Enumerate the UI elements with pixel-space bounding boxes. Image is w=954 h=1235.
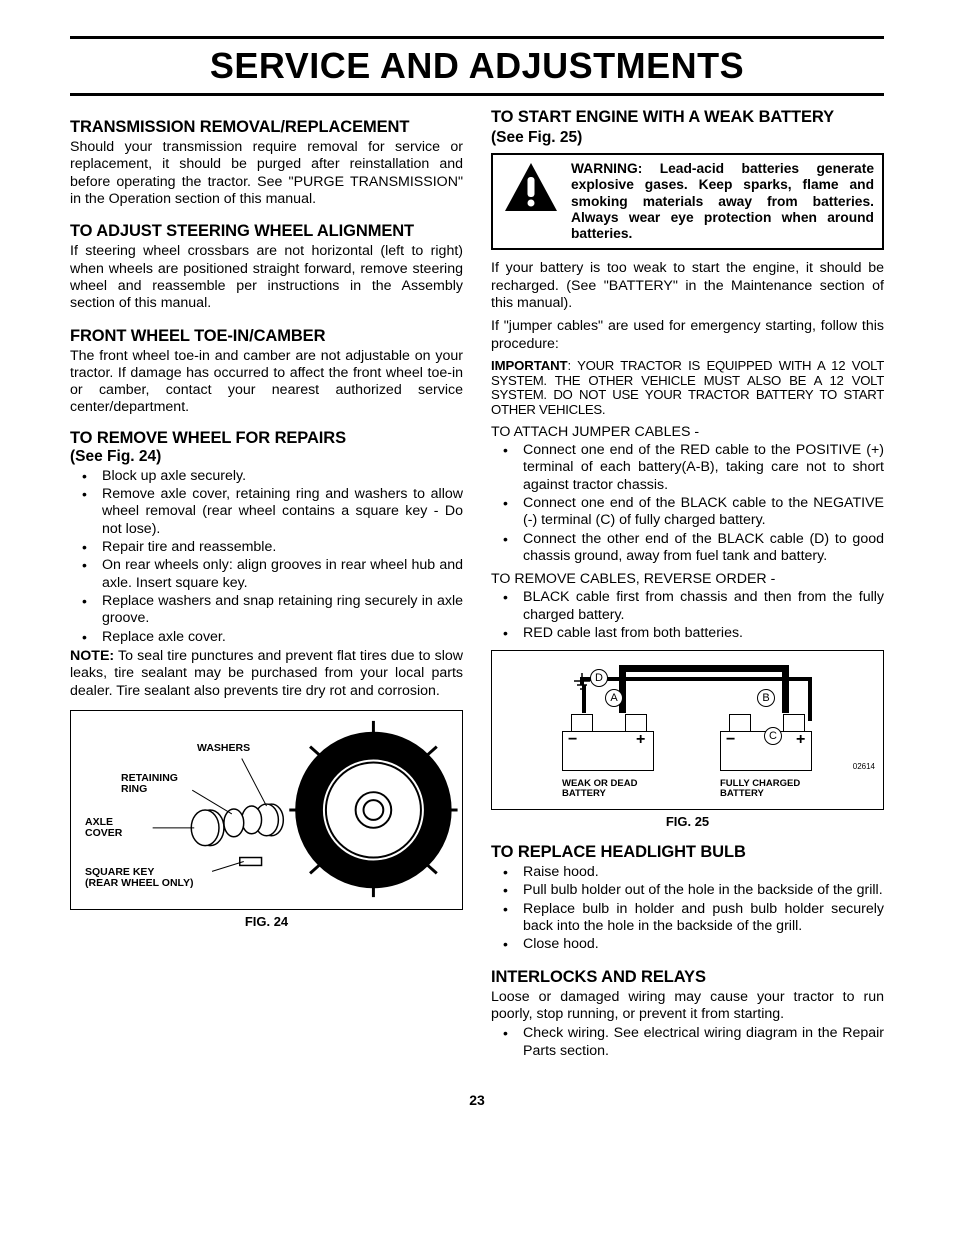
figure-25: − + − + D A B C WEAK OR DEAD BATTERY FUL… — [491, 650, 884, 810]
plus-label: + — [636, 731, 645, 749]
list-item: Connect the other end of the BLACK cable… — [491, 531, 884, 566]
fig25-partno: 02614 — [853, 763, 875, 771]
list-item: Repair tire and reassemble. — [70, 539, 463, 556]
figure-24: WASHERS RETAINING RING AXLE COVER SQUARE… — [70, 710, 463, 910]
list-item: Remove axle cover, retaining ring and wa… — [70, 486, 463, 538]
headlight-list: Raise hood. Pull bulb holder out of the … — [491, 864, 884, 954]
note-text: To seal tire punctures and prevent flat … — [70, 648, 463, 699]
right-column: TO START ENGINE WITH A WEAK BATTERY (See… — [491, 108, 884, 1062]
toein-body: The front wheel toe-in and camber are no… — [70, 348, 463, 417]
fig25-label-b: B — [757, 689, 775, 707]
wire — [580, 677, 812, 681]
fig25-full-label: FULLY CHARGED BATTERY — [720, 779, 800, 799]
list-item: Replace bulb in holder and push bulb hol… — [491, 901, 884, 936]
weakbattery-p2: If "jumper cables" are used for emergenc… — [491, 318, 884, 353]
steering-body: If steering wheel crossbars are not hori… — [70, 243, 463, 312]
wire — [619, 665, 626, 713]
minus-label: − — [726, 731, 735, 749]
list-item: RED cable last from both batteries. — [491, 625, 884, 642]
top-rule — [70, 36, 884, 39]
attach-heading: TO ATTACH JUMPER CABLES - — [491, 424, 884, 440]
weakbattery-heading: TO START ENGINE WITH A WEAK BATTERY — [491, 108, 884, 127]
list-item: Raise hood. — [491, 864, 884, 881]
removewheel-heading: TO REMOVE WHEEL FOR REPAIRS — [70, 429, 463, 448]
list-item: Connect one end of the RED cable to the … — [491, 442, 884, 494]
list-item: Close hood. — [491, 936, 884, 953]
content-columns: TRANSMISSION REMOVAL/REPLACEMENT Should … — [70, 108, 884, 1062]
plus-label: + — [796, 731, 805, 749]
remove-heading: TO REMOVE CABLES, REVERSE ORDER - — [491, 571, 884, 587]
fig24-label-cover: AXLE COVER — [85, 817, 122, 839]
fig24-caption: FIG. 24 — [70, 914, 463, 929]
warning-box: WARNING: Lead-acid batteries generate ex… — [491, 153, 884, 250]
list-item: BLACK cable first from chassis and then … — [491, 589, 884, 624]
weakbattery-sub: (See Fig. 25) — [491, 129, 884, 147]
page-number: 23 — [70, 1092, 884, 1108]
warning-label: WARNING — [571, 161, 638, 176]
fig24-label-key: SQUARE KEY (REAR WHEEL ONLY) — [85, 867, 194, 889]
left-column: TRANSMISSION REMOVAL/REPLACEMENT Should … — [70, 108, 463, 1062]
transmission-body: Should your transmission require removal… — [70, 139, 463, 208]
page-title: SERVICE AND ADJUSTMENTS — [70, 45, 884, 87]
list-item: Check wiring. See electrical wiring diag… — [491, 1025, 884, 1060]
remove-list: BLACK cable first from chassis and then … — [491, 589, 884, 642]
fig25-caption: FIG. 25 — [491, 814, 884, 829]
list-item: Replace washers and snap retaining ring … — [70, 593, 463, 628]
warning-icon — [501, 161, 561, 215]
removewheel-list: Block up axle securely. Remove axle cove… — [70, 468, 463, 646]
fig25-label-d: D — [590, 669, 608, 687]
fig24-label-washers: WASHERS — [197, 743, 250, 754]
wire — [619, 665, 789, 672]
list-item: Replace axle cover. — [70, 629, 463, 646]
wire — [782, 665, 789, 713]
list-item: Connect one end of the BLACK cable to th… — [491, 495, 884, 530]
fig25-weak-label: WEAK OR DEAD BATTERY — [562, 779, 637, 799]
removewheel-note: NOTE: To seal tire punctures and prevent… — [70, 648, 463, 700]
bottom-rule — [70, 93, 884, 96]
steering-heading: TO ADJUST STEERING WHEEL ALIGNMENT — [70, 222, 463, 241]
fig24-label-ring: RETAINING RING — [121, 773, 178, 795]
interlocks-list: Check wiring. See electrical wiring diag… — [491, 1025, 884, 1060]
transmission-heading: TRANSMISSION REMOVAL/REPLACEMENT — [70, 118, 463, 137]
headlight-heading: TO REPLACE HEADLIGHT BULB — [491, 843, 884, 862]
minus-label: − — [568, 731, 577, 749]
important-label: IMPORTANT — [491, 358, 568, 373]
interlocks-body: Loose or damaged wiring may cause your t… — [491, 989, 884, 1024]
wire — [808, 677, 812, 721]
important-line: IMPORTANT: YOUR TRACTOR IS EQUIPPED WITH… — [491, 359, 884, 418]
removewheel-sub: (See Fig. 24) — [70, 448, 463, 466]
list-item: On rear wheels only: align grooves in re… — [70, 557, 463, 592]
wire — [582, 685, 586, 713]
note-label: NOTE: — [70, 648, 114, 664]
warning-text: WARNING: Lead-acid batteries generate ex… — [571, 161, 874, 242]
toein-heading: FRONT WHEEL TOE-IN/CAMBER — [70, 327, 463, 346]
attach-list: Connect one end of the RED cable to the … — [491, 442, 884, 565]
weakbattery-p1: If your battery is too weak to start the… — [491, 260, 884, 312]
list-item: Pull bulb holder out of the hole in the … — [491, 882, 884, 899]
interlocks-heading: INTERLOCKS AND RELAYS — [491, 968, 884, 987]
list-item: Block up axle securely. — [70, 468, 463, 485]
